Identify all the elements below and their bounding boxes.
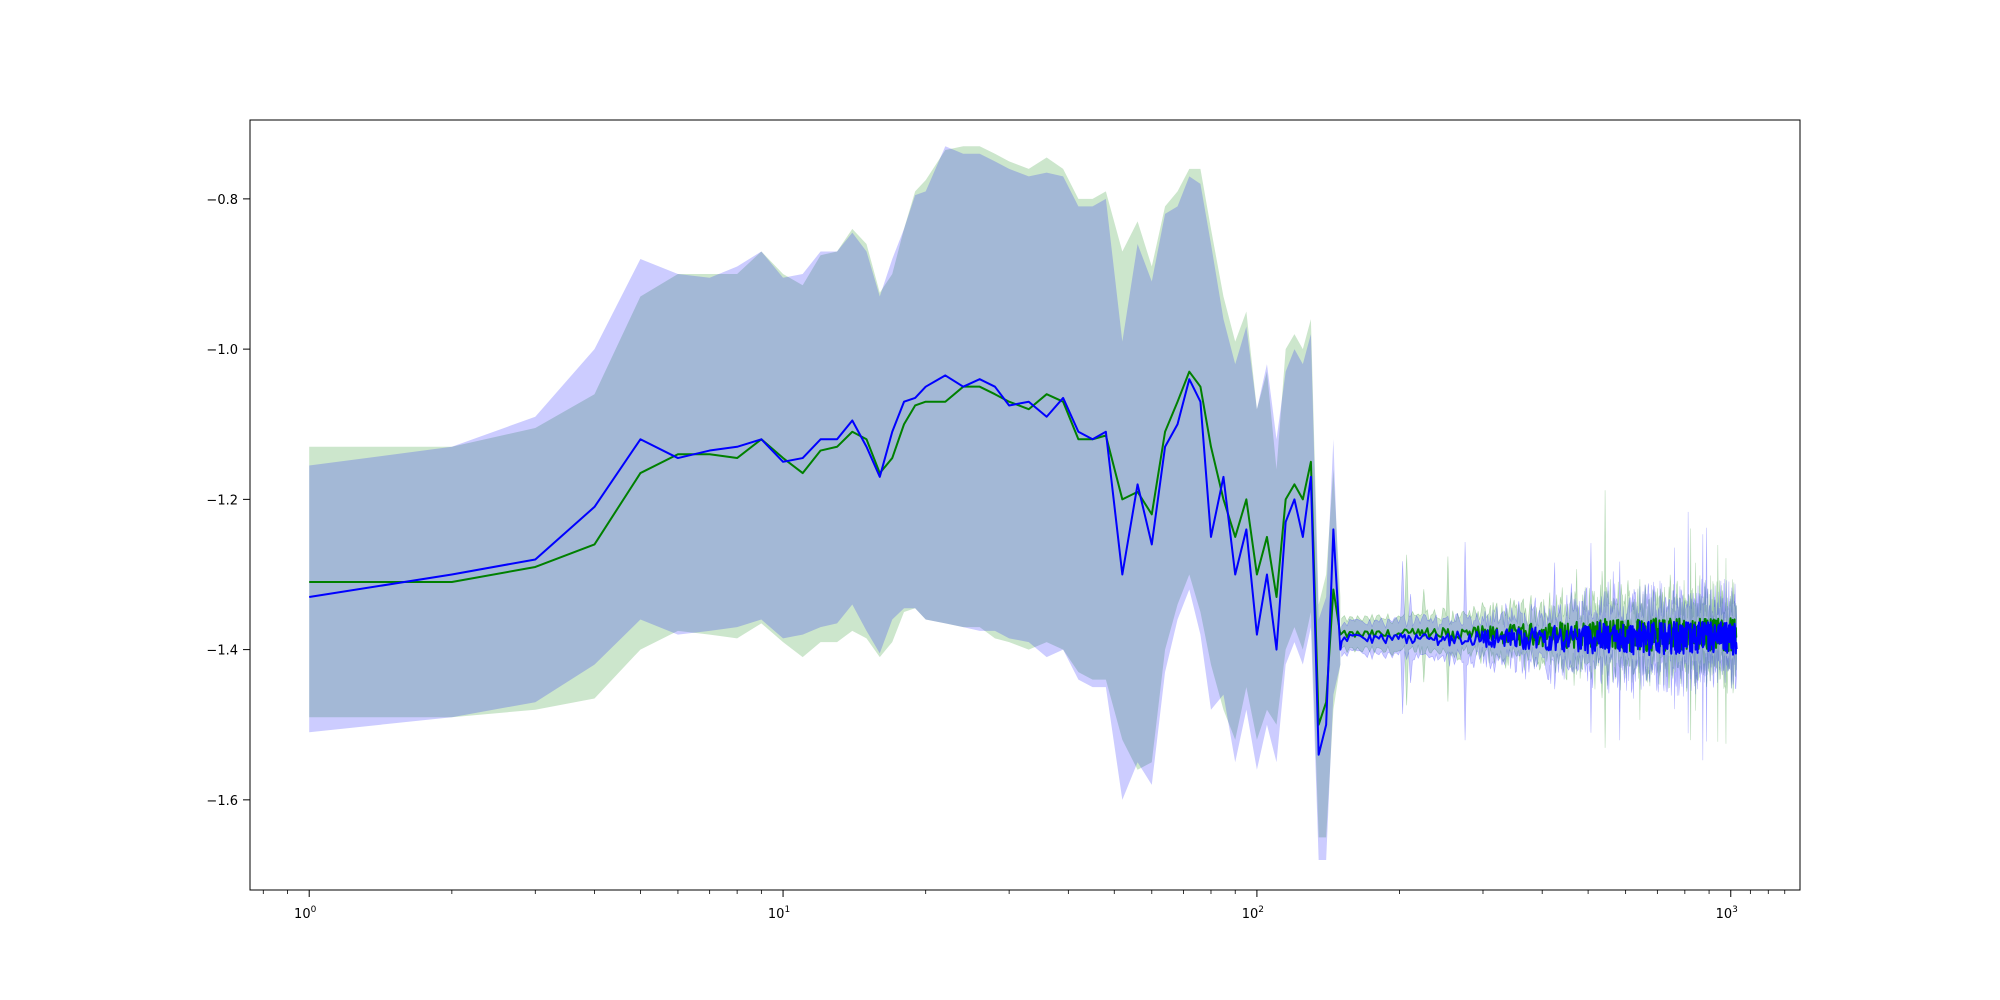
confidence-bands: [309, 146, 1341, 860]
y-tick-label: −1.6: [206, 794, 238, 809]
series-0-band: [309, 146, 1341, 838]
y-tick-label: −1.2: [206, 493, 238, 508]
series-1-band: [309, 146, 1341, 860]
series-0-tail-band: [1341, 490, 1737, 748]
y-tick-label: −1.4: [206, 644, 238, 659]
series-lines: [309, 370, 1738, 756]
y-tick-label: −1.0: [206, 343, 238, 358]
y-tick-label: −0.8: [206, 193, 238, 208]
plot-frame: [249, 119, 1801, 891]
series-1-line: [309, 374, 1738, 756]
y-axis: −0.8 −1.0 −1.2 −1.4 −1.6: [206, 193, 250, 809]
